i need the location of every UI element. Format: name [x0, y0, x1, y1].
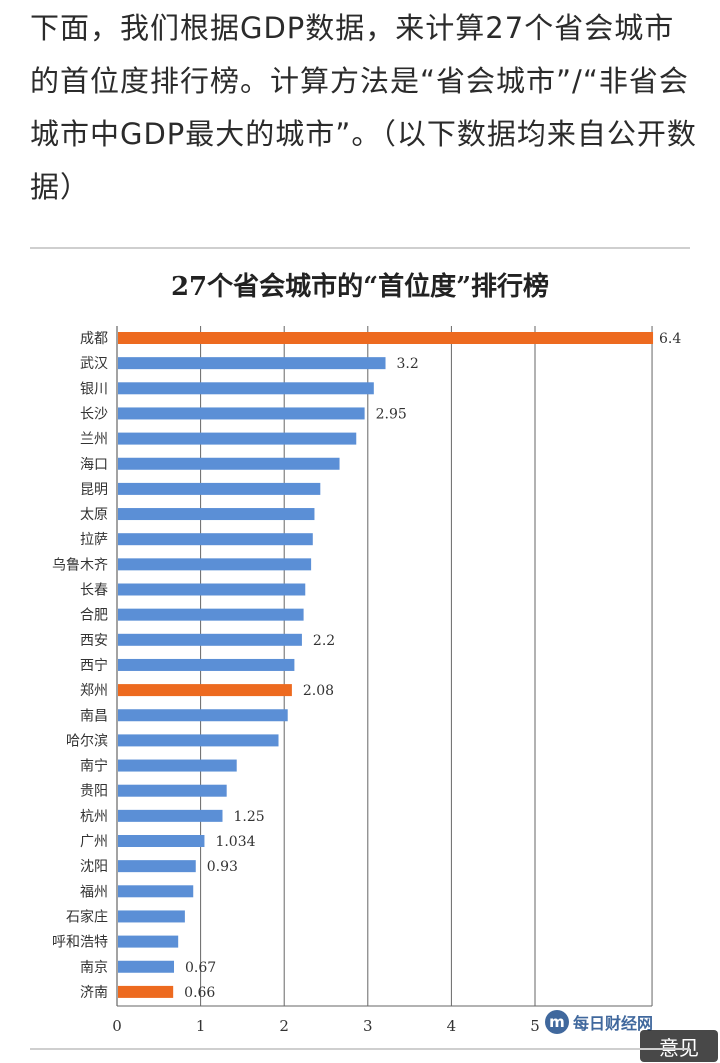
x-tick-label: 3	[363, 1017, 373, 1035]
category-label: 合肥	[80, 608, 108, 624]
bar	[118, 608, 304, 621]
category-label: 海口	[80, 457, 108, 473]
bar	[118, 658, 295, 671]
source-logo: m 每日财经网	[545, 1010, 653, 1034]
x-tick-label: 0	[112, 1017, 122, 1035]
chart-title: 27个省会城市的“首位度”排行榜	[170, 272, 550, 302]
bar	[118, 835, 205, 847]
data-label: 2.2	[313, 633, 335, 649]
category-label: 长春	[80, 583, 108, 599]
category-label: 太原	[80, 507, 108, 523]
x-tick-label: 1	[196, 1017, 206, 1035]
bar	[118, 508, 315, 521]
bar	[118, 332, 654, 344]
x-tick-label: 2	[279, 1017, 289, 1035]
category-label: 长沙	[80, 406, 108, 422]
category-label: 福州	[80, 884, 108, 900]
bottom-divider	[30, 1048, 690, 1050]
bar	[118, 734, 279, 747]
data-label: 2.95	[376, 406, 407, 422]
category-label: 武汉	[80, 356, 108, 372]
x-tick-label: 4	[447, 1017, 457, 1035]
bar	[118, 684, 292, 697]
data-label: 0.67	[185, 960, 216, 976]
category-label: 广州	[80, 834, 108, 850]
category-label: 沈阳	[80, 859, 108, 875]
category-label: 呼和浩特	[52, 935, 108, 951]
bar	[118, 860, 196, 873]
data-label: 0.66	[184, 985, 215, 1001]
category-label: 南昌	[80, 708, 108, 724]
bar	[118, 432, 357, 445]
logo-icon: m	[545, 1010, 569, 1034]
category-label: 成都	[80, 331, 108, 347]
data-labels: 6.4 3.2 2.95 2.2 2.08 1.25 1.034 0.93 0.67 0.66	[184, 331, 681, 1001]
bar	[118, 457, 340, 470]
category-label: 南宁	[80, 758, 108, 775]
bar	[118, 357, 386, 370]
category-label: 贵阳	[80, 784, 108, 800]
top-divider	[30, 247, 690, 249]
category-labels: 成都武汉银川长沙兰州海口昆明太原拉萨乌鲁木齐长春合肥西安西宁郑州南昌哈尔滨南宁贵…	[52, 331, 108, 1001]
bar	[118, 759, 237, 772]
data-label: 1.25	[234, 809, 265, 825]
category-label: 南京	[80, 960, 108, 976]
data-label: 3.2	[397, 356, 419, 372]
bar	[118, 407, 365, 420]
category-label: 西安	[80, 633, 108, 649]
data-label: 1.034	[215, 834, 255, 850]
bar	[118, 910, 185, 923]
watermark-badge: 意见	[640, 1030, 718, 1062]
bar	[118, 784, 227, 797]
logo-text: 每日财经网	[573, 1014, 654, 1033]
bar	[118, 382, 374, 395]
category-label: 郑州	[80, 683, 108, 699]
category-label: 乌鲁木齐	[52, 557, 108, 573]
bars	[118, 332, 654, 998]
category-label: 石家庄	[66, 908, 108, 925]
category-label: 昆明	[80, 482, 108, 498]
bar	[118, 583, 306, 596]
data-label: 2.08	[303, 683, 334, 699]
x-tick-label: 5	[530, 1017, 540, 1035]
bar	[118, 960, 175, 973]
bar	[118, 558, 312, 571]
data-label: 0.93	[207, 859, 238, 875]
category-label: 银川	[80, 381, 108, 397]
bar	[118, 935, 179, 948]
bar	[118, 985, 174, 998]
category-label: 济南	[80, 985, 108, 1001]
data-label: 6.4	[659, 331, 681, 347]
category-label: 拉萨	[80, 532, 108, 548]
intro-paragraph: 下面，我们根据GDP数据，来计算27个省会城市的首位度排行榜。计算方法是“省会城…	[30, 11, 697, 204]
bar	[118, 885, 194, 898]
bar	[118, 709, 288, 722]
category-label: 哈尔滨	[66, 733, 108, 749]
category-label: 杭州	[80, 809, 108, 825]
x-tick-labels: 0 1 2 3 4 5	[112, 1017, 540, 1035]
bar	[118, 533, 313, 546]
bar	[118, 482, 321, 495]
category-label: 西宁	[80, 657, 108, 674]
bar	[118, 633, 302, 646]
bar	[118, 809, 223, 822]
category-label: 兰州	[80, 432, 108, 448]
